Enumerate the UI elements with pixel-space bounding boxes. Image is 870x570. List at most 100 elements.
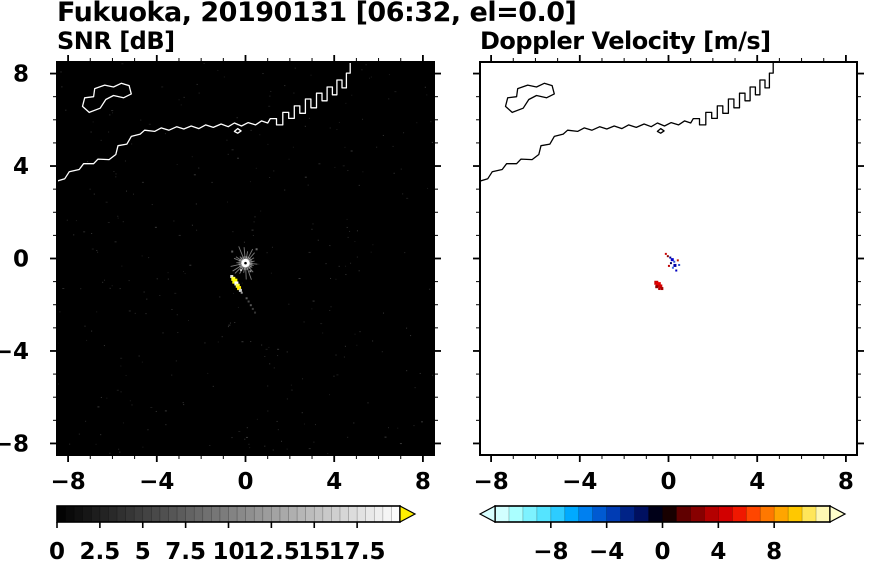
noise-dot <box>226 139 228 141</box>
noise-dot <box>85 420 87 422</box>
noise-dot <box>252 234 254 236</box>
colorbar-segment <box>279 506 290 522</box>
noise-dot <box>115 176 117 178</box>
noise-dot <box>219 296 221 298</box>
noise-dot <box>335 278 337 280</box>
colorbar-segment <box>262 506 272 522</box>
noise-dot <box>269 363 271 365</box>
colorbar-segment <box>536 506 552 522</box>
echo-pixel <box>669 262 672 265</box>
clutter-ray <box>246 248 254 262</box>
noise-dot <box>120 365 122 367</box>
noise-dot <box>286 448 288 450</box>
noise-dot <box>294 67 296 69</box>
echo-pixel <box>660 287 664 291</box>
colorbar-segment <box>108 506 118 522</box>
colorbar-segment <box>314 506 324 522</box>
noise-dot <box>432 374 434 376</box>
coastline <box>57 62 351 182</box>
noise-dot <box>419 372 421 374</box>
noise-dot <box>103 279 105 281</box>
y-tick-label: 8 <box>13 62 29 88</box>
noise-dot <box>354 333 356 335</box>
colorbar-tick-label: 7.5 <box>165 539 206 565</box>
noise-dot <box>354 240 356 242</box>
noise-dot <box>232 231 234 233</box>
colorbar-segment <box>788 506 803 522</box>
echo-pixel <box>235 283 240 288</box>
y-tick-label: 0 <box>13 247 29 273</box>
noise-dot <box>273 170 275 172</box>
noise-dot <box>345 265 347 267</box>
y-tick-label: −8 <box>0 431 29 457</box>
noise-dot <box>381 351 383 353</box>
noise-dot <box>227 201 229 203</box>
noise-dot <box>286 398 288 400</box>
radar-clutter-starburst <box>230 246 258 280</box>
colorbar-segment <box>774 506 789 522</box>
noise-dot <box>307 184 309 186</box>
noise-dot <box>150 406 153 408</box>
noise-dot <box>83 231 86 233</box>
noise-dot <box>236 117 238 119</box>
noise-dot <box>345 274 347 276</box>
echo-pixel <box>251 307 254 310</box>
noise-dot <box>195 203 197 205</box>
noise-dot <box>343 356 345 358</box>
noise-dot <box>119 451 121 453</box>
noise-dot <box>269 95 271 97</box>
noise-dot <box>358 270 360 272</box>
noise-dot <box>125 375 127 377</box>
noise-dot <box>410 335 412 337</box>
noise-dot <box>204 342 206 344</box>
clutter-ray <box>238 246 246 262</box>
colorbar-over-arrow <box>829 505 847 523</box>
noise-dot <box>141 255 143 257</box>
clutter-ray <box>230 263 244 267</box>
noise-dot <box>330 306 332 308</box>
echo-pixel <box>658 288 661 291</box>
noise-dot <box>90 131 92 133</box>
noise-dot <box>159 294 161 296</box>
colorbar-tick-label: −4 <box>589 539 624 565</box>
noise-dot <box>65 109 67 111</box>
noise-dot <box>162 332 164 334</box>
colorbar-segment <box>91 506 101 522</box>
noise-dot <box>238 431 241 433</box>
plot-background <box>480 62 857 455</box>
noise-dot <box>400 168 402 170</box>
noise-dot <box>164 410 167 412</box>
colorbar-segment <box>322 506 332 522</box>
noise-dot <box>103 345 105 347</box>
echo-pixel <box>667 264 670 267</box>
colorbar-tick-label: 10 <box>212 539 244 565</box>
noise-dot <box>161 86 164 88</box>
noise-dot <box>114 241 117 243</box>
noise-dot <box>108 131 110 133</box>
noise-dot <box>314 424 316 426</box>
noise-dot <box>196 83 198 85</box>
noise-dot <box>260 210 262 212</box>
noise-dot <box>100 396 102 398</box>
noise-dot <box>60 71 62 73</box>
noise-dot <box>267 410 269 412</box>
noise-dot <box>97 251 99 253</box>
noise-dot <box>329 127 331 129</box>
noise-dot <box>173 220 175 222</box>
noise-dot <box>362 171 364 173</box>
colorbar-segment <box>305 506 315 522</box>
noise-dot <box>183 404 185 406</box>
colorbar-segment <box>564 506 580 522</box>
noise-dot <box>122 221 124 223</box>
noise-dot <box>111 110 114 112</box>
noise-dot <box>325 263 327 265</box>
x-tick-label: 0 <box>237 469 253 495</box>
colorbar-segment <box>65 506 75 522</box>
noise-dot <box>176 314 178 316</box>
colorbar-segment <box>391 506 401 522</box>
colorbar-segment <box>151 506 161 522</box>
noise-dot <box>243 241 245 243</box>
noise-dot <box>431 141 434 143</box>
colorbar-segment <box>620 506 636 522</box>
